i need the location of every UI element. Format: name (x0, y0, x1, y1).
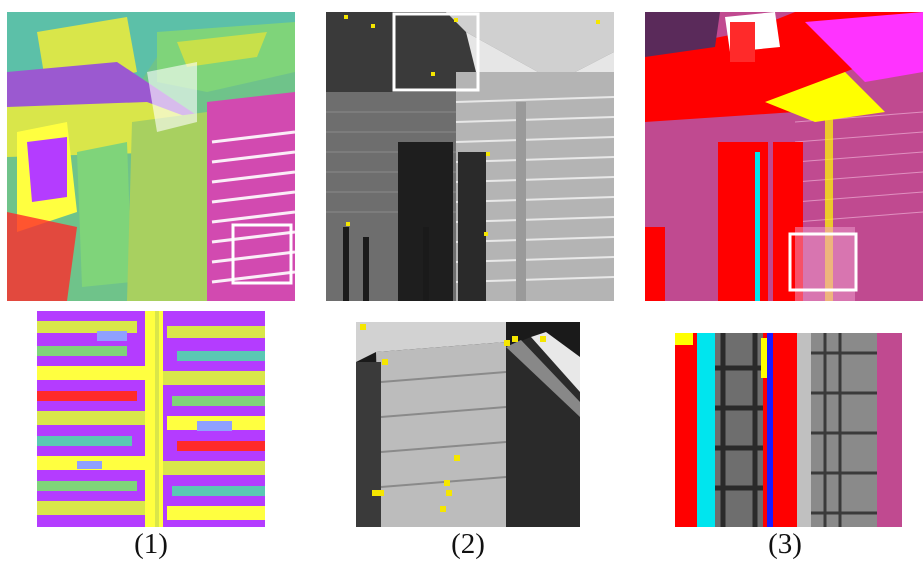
panel-1-zoomed-crop (37, 311, 265, 527)
panel-2-zoomed-crop (356, 322, 580, 527)
caption-1: (1) (134, 528, 168, 560)
panel-3-classification-overview (645, 12, 923, 301)
highlight-box-3 (788, 232, 858, 292)
highlight-box-1 (231, 223, 293, 285)
panel-1-segmentation-overview (7, 12, 295, 301)
panel-2-grayscale-overview (326, 12, 614, 301)
caption-2: (2) (451, 528, 485, 560)
panel-3-zoomed-crop (675, 333, 902, 527)
caption-3: (3) (768, 528, 802, 560)
highlight-box-2 (392, 12, 480, 92)
